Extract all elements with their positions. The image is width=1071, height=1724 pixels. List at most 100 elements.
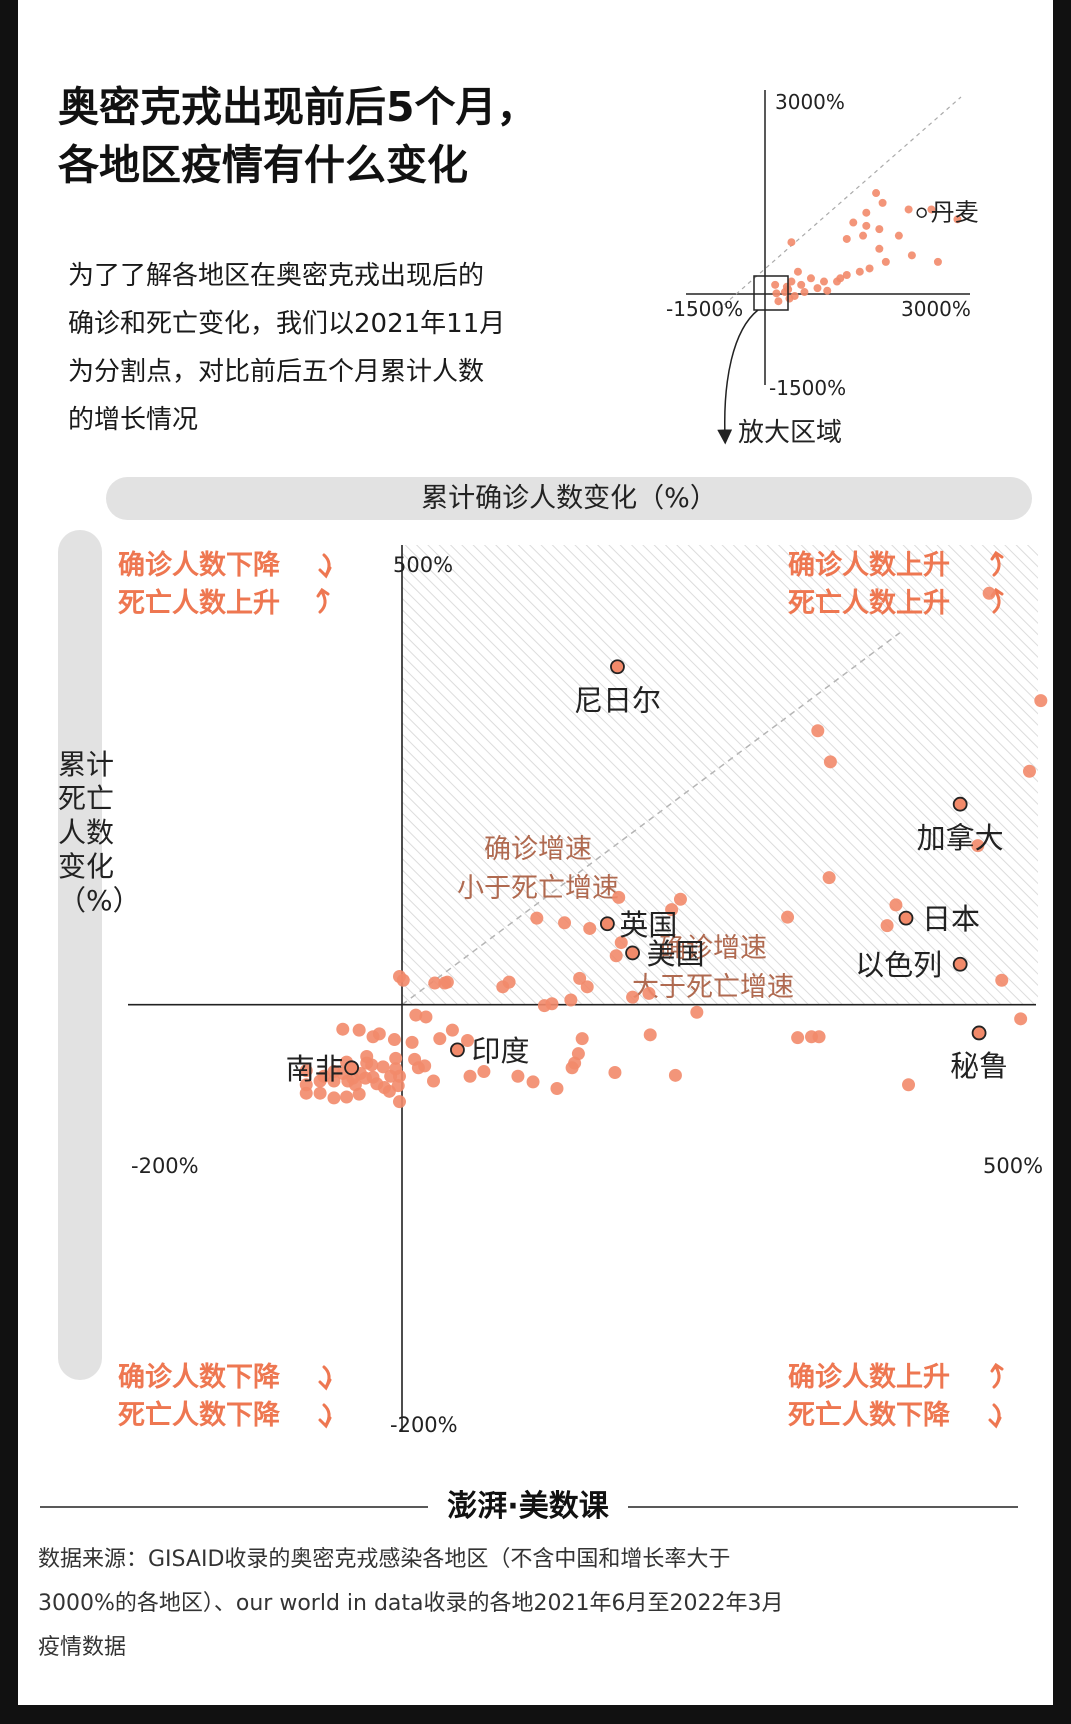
data-point [445,1023,459,1037]
inset-data-point [842,271,851,279]
quadrant-top-right-line2: 死亡人数上升 [788,588,950,619]
point-label: 英国 [619,908,677,942]
inset-data-point [787,238,796,247]
y-min-tick-label: -200% [390,1413,458,1437]
region-label-upper-line1: 确诊增速 [484,834,592,865]
down-arrow-icon [988,1403,1002,1429]
data-point [550,1082,564,1096]
data-point [1014,1012,1028,1026]
data-point [545,997,559,1011]
labeled-point-marker [625,945,640,961]
data-point [511,1069,525,1083]
data-point [377,1081,391,1095]
brand-logo: 澎湃·美数课 [447,1489,609,1524]
up-arrow-icon [990,1362,1004,1389]
data-point [982,586,996,600]
data-point [583,921,597,935]
inset-data-point [823,286,832,295]
quadrant-top-left-line2: 死亡人数上升 [118,588,280,619]
data-point [580,980,594,994]
data-source-line: 3000%的各地区）、our world in data收录的各地2021年6月… [38,1591,784,1616]
region-label-lower-line2: 大于死亡增速 [632,972,794,1003]
labeled-point-marker [344,1060,360,1076]
data-point [365,1058,379,1072]
inset-data-point [842,234,851,243]
data-point [626,990,640,1004]
inset-data-point [878,198,887,207]
data-point [409,1008,423,1022]
inset-x-min-label: -1500% [666,297,743,321]
point-label: 印度 [471,1034,529,1068]
labeled-point-marker [952,796,968,812]
data-point [366,1030,380,1044]
data-point [327,1091,341,1105]
data-point [461,1033,475,1047]
data-point [317,1069,331,1083]
data-point [433,1032,447,1046]
inset-data-point [859,231,868,240]
data-point [902,1078,916,1092]
inset-point-label: 丹麦 [931,199,979,227]
zoom-label: 放大区域 [738,418,842,448]
diagonal-line [401,632,901,1006]
data-point [376,1060,390,1074]
data-point [889,898,903,912]
region-label-lower-line1: 确诊增速 [659,933,767,964]
inset-data-point [806,274,815,283]
data-point [665,903,679,917]
point-label: 南非 [286,1052,344,1086]
inset-data-point [774,297,783,306]
data-point [336,1022,350,1036]
inset-data-point [771,280,780,289]
main-scatter-chart: -200% 500% 500% -200% 确诊人数下降 死亡人数上升 确诊人数… [118,545,1048,1437]
data-point [880,919,894,933]
inset-data-point [862,208,871,217]
inset-labeled-point-marker [916,207,927,218]
intro-line: 的增长情况 [68,405,199,435]
intro-line: 确诊和死亡变化，我们以2021年11月 [68,309,506,339]
data-point [573,971,587,985]
data-point [995,973,1009,987]
title-line-1: 奥密克戎出现前后5个月， [58,83,538,131]
inset-data-point [797,280,806,289]
inset-data-point [872,189,881,198]
inset-data-point [904,205,913,214]
data-point [612,890,626,904]
data-point [419,1010,433,1024]
page-title: 奥密克戎出现前后5个月， 各地区疫情有什么变化 [58,78,538,194]
inset-y-min-label: -1500% [769,376,846,400]
up-arrow-icon [316,587,330,614]
data-point [392,1095,406,1109]
data-point [530,911,544,925]
data-point [358,1071,372,1085]
data-point [392,1069,406,1083]
up-arrow-icon [990,550,1004,577]
data-point [673,892,687,906]
inset-data-point [875,244,884,253]
data-point [811,724,825,738]
inset-data-point [793,267,802,276]
down-arrow-icon [318,553,332,579]
inset-data-point [933,257,942,266]
down-arrow-icon [318,1403,332,1429]
inset-data-point [907,251,916,260]
data-point [614,936,628,950]
inset-data-point [927,205,936,214]
data-point [313,1086,327,1100]
quadrant-top-left-line1: 确诊人数下降 [118,549,281,581]
data-point [405,1035,419,1049]
point-label: 日本 [922,902,980,936]
data-point [1022,764,1036,778]
data-point [299,1064,313,1078]
data-point [823,755,837,769]
inset-data-point [833,277,842,286]
point-label: 以色列 [855,948,942,982]
labeled-point-marker [610,659,625,675]
region-label-upper-line2: 小于死亡增速 [457,873,619,904]
inset-overview-chart: 3000% -1500% 3000% -1500% 放大区域 丹麦 [666,90,979,448]
data-point [575,1032,589,1046]
infographic-card: 奥密克戎出现前后5个月， 各地区疫情有什么变化 为了了解各地区在奥密克戎出现后的… [18,0,1053,1705]
labeled-point-marker [450,1042,465,1058]
data-point [327,1074,341,1088]
inset-data-point [787,277,796,286]
